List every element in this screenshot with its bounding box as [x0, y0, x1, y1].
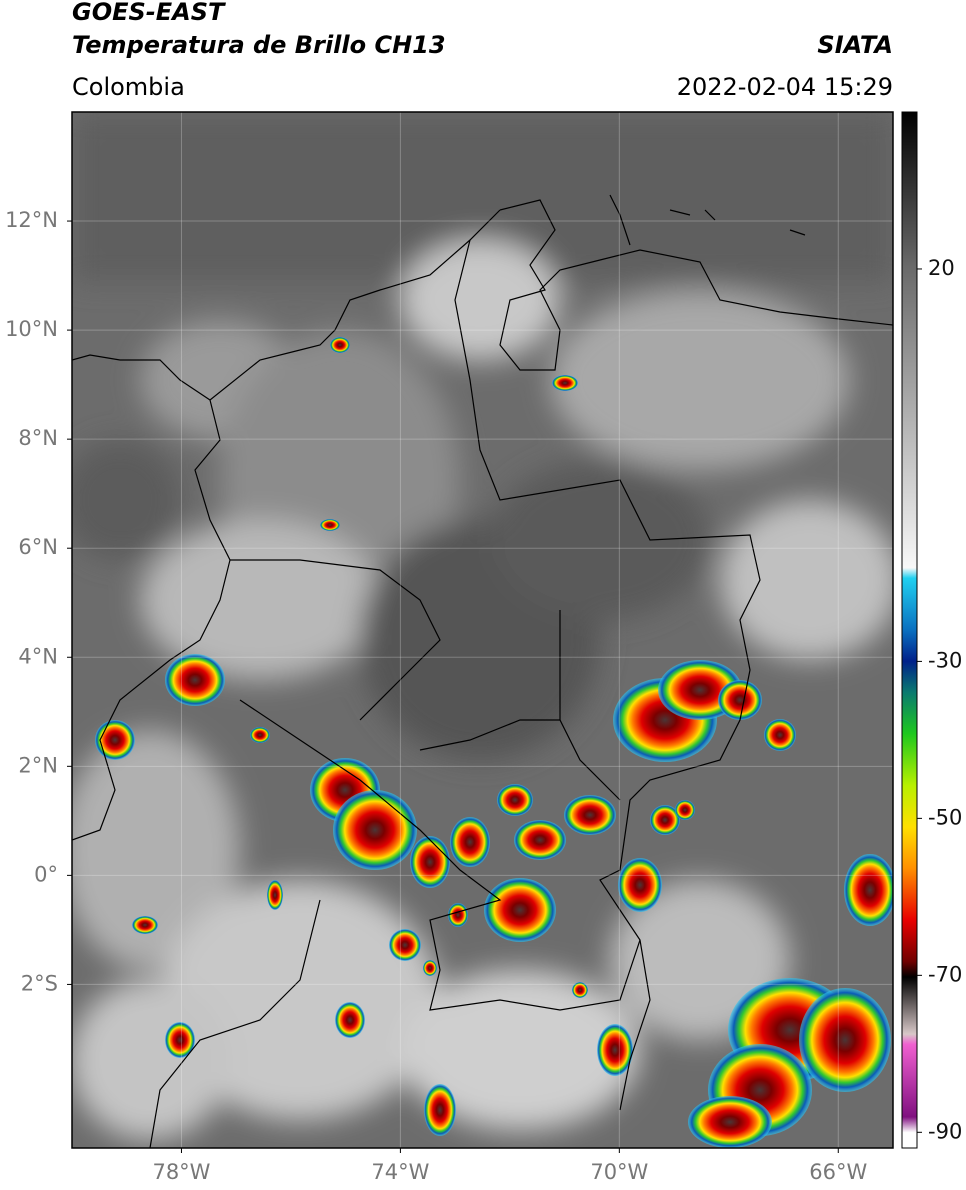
colorbar-tick-label: 20	[928, 256, 955, 280]
storm-cell	[132, 916, 158, 934]
storm-cell	[597, 1024, 633, 1076]
lon-tick-label: 66°W	[809, 1160, 867, 1184]
storm-cell	[250, 727, 270, 743]
storm-cell	[552, 375, 578, 391]
colorbar	[901, 111, 918, 1149]
product: Temperatura de Brillo CH13	[72, 31, 446, 59]
storm-cell	[618, 858, 662, 912]
storm-cell	[330, 337, 350, 353]
lat-tick-label: 2°S	[21, 971, 58, 995]
lat-tick-label: 6°N	[18, 535, 58, 559]
lon-tick-label: 74°W	[371, 1160, 429, 1184]
storm-cell	[844, 854, 893, 926]
storm-cell	[267, 880, 283, 910]
lat-tick-label: 2°N	[18, 753, 58, 777]
colorbar-ticks: 20 -30 -50 -70 -90	[917, 256, 962, 1143]
storm-cell	[572, 982, 588, 998]
storm-cell	[335, 1002, 365, 1038]
storm-cell	[514, 820, 566, 860]
storm-cell	[764, 719, 796, 751]
borders	[72, 194, 893, 1148]
colorbar-tick-label: -70	[928, 962, 962, 986]
storm-cell	[448, 903, 468, 927]
storm-cell	[650, 805, 680, 835]
storm-cell	[423, 960, 437, 976]
storm-cell	[688, 1096, 772, 1148]
storm-cell	[410, 836, 450, 888]
map-axes: 12°N 10°N 8°N 6°N 4°N 2°N 0° 2°S 78°W 74°W 70°W 66°…	[5, 208, 867, 1184]
datetime: 2022-02-04 15:29	[677, 73, 893, 101]
lon-tick-label: 78°W	[152, 1160, 210, 1184]
storm-cell	[95, 720, 135, 760]
storm-cell	[718, 680, 762, 720]
storm-cell	[675, 800, 695, 820]
storm-cell	[333, 790, 417, 870]
satellite-image	[72, 112, 893, 1148]
storm-cell	[497, 784, 533, 816]
storm-cell	[424, 1084, 456, 1136]
convective-clouds	[95, 337, 893, 1148]
colorbar-tick-label: -30	[928, 648, 962, 672]
storm-cell	[564, 795, 616, 835]
map-frame	[71, 111, 894, 1149]
storm-cell	[484, 878, 556, 942]
storm-cell	[389, 929, 421, 961]
lon-tick-label: 70°W	[590, 1160, 648, 1184]
organization: SIATA	[817, 31, 893, 59]
lat-tick-label: 8°N	[18, 426, 58, 450]
graticule	[72, 112, 893, 1148]
satellite: GOES-EAST	[72, 0, 226, 26]
lat-tick-label: 4°N	[18, 644, 58, 668]
colorbar-tick-label: -50	[928, 805, 962, 829]
region: Colombia	[72, 73, 185, 101]
lat-tick-label: 12°N	[5, 208, 58, 232]
lat-tick-label: 10°N	[5, 317, 58, 341]
storm-cell	[320, 519, 340, 531]
storm-cell	[450, 817, 490, 867]
lat-tick-label: 0°	[34, 862, 58, 886]
storm-cell	[165, 654, 225, 706]
storm-cell	[799, 988, 891, 1092]
storm-cell	[165, 1022, 195, 1058]
colorbar-tick-label: -90	[928, 1119, 962, 1143]
